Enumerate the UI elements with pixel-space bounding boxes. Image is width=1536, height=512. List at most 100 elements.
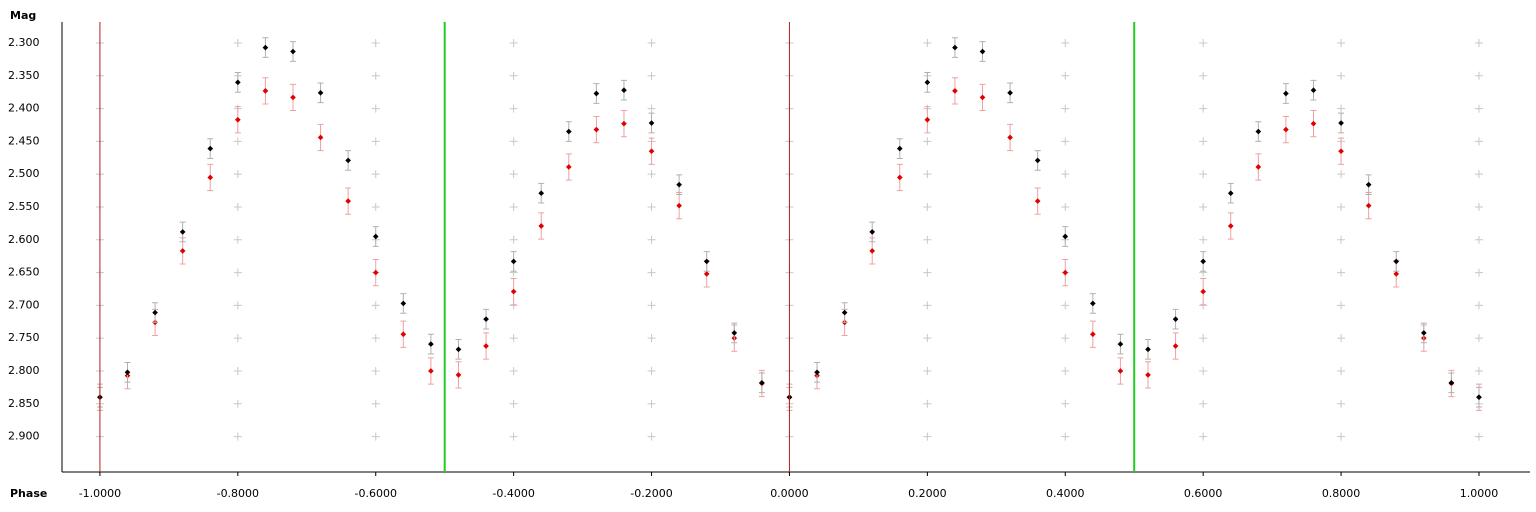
data-point [924,79,931,86]
grid-cross [647,202,656,211]
data-point [235,79,241,86]
grid-cross [923,235,932,244]
grid-cross [1061,71,1070,80]
data-point [1034,157,1041,164]
grid-cross [923,366,932,375]
grid-cross [1474,235,1483,244]
data-point [510,258,517,265]
y-tick-label: 2.550 [8,200,40,213]
grid-cross [1474,71,1483,80]
grid-cross [233,334,242,343]
grid-cross [233,301,242,310]
x-tick-label: 0.2000 [908,487,947,500]
grid-cross [1199,334,1208,343]
data-point [731,330,738,336]
grid-cross [371,399,380,408]
grid-cross [1061,432,1070,441]
data-point [648,148,655,155]
data-point [676,181,682,188]
data-point [924,116,931,123]
data-point [896,145,903,152]
grid-cross [509,170,518,179]
grid-cross [923,38,932,47]
data-point [372,233,379,240]
data-point [1062,269,1069,276]
grid-cross [1199,137,1208,146]
data-point [593,90,600,97]
grid-cross [233,268,242,277]
data-point [952,44,958,51]
data-point [979,48,986,55]
data-point [703,258,710,265]
data-point [1090,331,1096,338]
grid-cross [1474,202,1483,211]
grid-cross [1337,301,1346,310]
data-point [565,164,572,170]
data-point [1255,164,1262,170]
data-point [317,90,324,96]
data-point [1145,346,1151,353]
data-point [1007,90,1013,96]
grid-cross [647,301,656,310]
grid-cross [509,104,518,113]
x-tick-label: 0.6000 [1184,487,1223,500]
data-point [483,316,489,322]
x-tick-label: -0.6000 [354,487,396,500]
data-point [290,94,296,101]
grid-cross [1061,301,1070,310]
data-point [262,44,269,51]
data-point [1476,394,1482,401]
grid-cross [1337,104,1346,113]
grid-cross [509,202,518,211]
grid-cross [923,301,932,310]
grid-cross [1199,432,1208,441]
x-tick-label: -0.8000 [217,487,259,500]
data-point [621,87,627,94]
grid-cross [1199,399,1208,408]
data-point [152,309,158,316]
grid-cross [923,170,932,179]
data-point [648,120,655,126]
grid-cross [647,432,656,441]
grid-cross [923,202,932,211]
grid-cross [509,366,518,375]
x-tick-label: 0.0000 [770,487,809,500]
grid-cross [1337,366,1346,375]
grid-cross [1061,399,1070,408]
y-tick-label: 2.450 [8,134,40,147]
grid-cross [233,202,242,211]
data-point [428,368,434,374]
data-point [703,271,710,277]
x-tick-label: -0.4000 [492,487,534,500]
grid-cross [1061,202,1070,211]
grid-cross [371,104,380,113]
grid-cross [923,268,932,277]
data-point [400,331,407,338]
data-point [290,48,296,55]
data-point [1393,271,1400,277]
grid-cross [1337,38,1346,47]
grid-cross [1061,104,1070,113]
grid-cross [371,137,380,146]
grid-cross [233,137,242,146]
grid-cross [647,399,656,408]
grid-cross [1061,170,1070,179]
data-point [207,145,214,152]
data-point [565,128,572,135]
x-axis-label: Phase [10,487,47,500]
x-tick-label: 0.8000 [1322,487,1361,500]
data-point [979,94,986,101]
data-point [1172,316,1179,322]
data-point [952,88,958,94]
grid-cross [233,366,242,375]
data-point [841,309,848,316]
grid-cross [923,399,932,408]
grid-cross [1337,399,1346,408]
grid-cross [233,170,242,179]
data-point [262,88,269,94]
x-tick-label: 0.4000 [1046,487,1085,500]
x-tick-label: 1.0000 [1460,487,1499,500]
data-point [1448,379,1455,386]
data-point [1117,341,1124,347]
data-point [1227,190,1234,197]
